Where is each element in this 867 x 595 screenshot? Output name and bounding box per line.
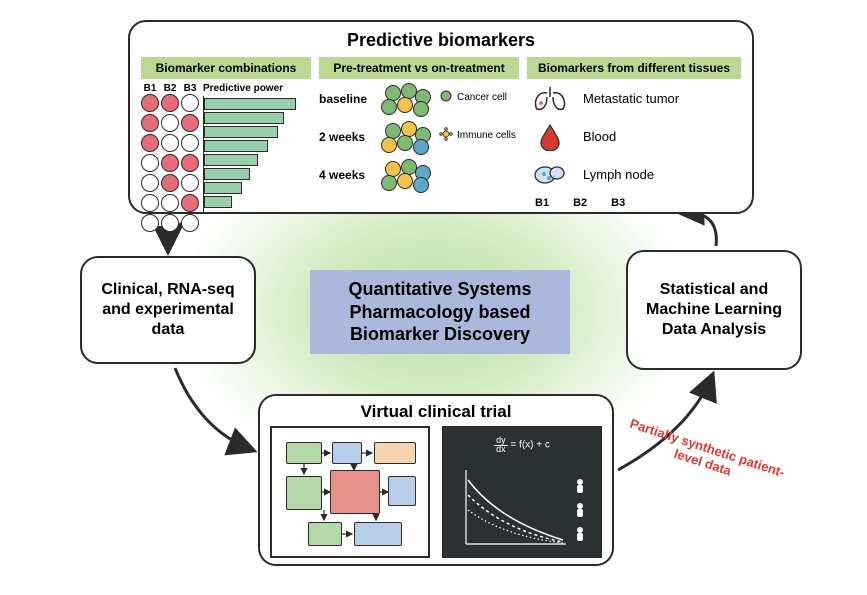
tissue-row: Metastatic tumor [527, 83, 741, 113]
timepoint-label: baseline [319, 92, 373, 106]
model-compartment [286, 476, 322, 510]
well [181, 114, 199, 132]
input-data-label: Clinical, RNA-seq and experimental data [92, 280, 244, 340]
bar [204, 112, 284, 124]
well [141, 114, 159, 132]
model-compartment [330, 470, 380, 514]
well [161, 114, 179, 132]
treatment-column: baseline Cancer cell 2 weeks Immune cells 4 … [319, 83, 519, 197]
well [181, 194, 199, 212]
model-compartment [308, 522, 342, 546]
tissue-label: Lymph node [583, 167, 654, 182]
well [141, 194, 159, 212]
tissue-row: Blood [527, 121, 741, 151]
virtual-trial-box: Virtual clinical trial dydx = f(x) + c [258, 394, 614, 566]
subheader-tissues: Biomarkers from different tissues [527, 57, 741, 79]
analysis-box: Statistical and Machine Learning Data An… [626, 250, 802, 370]
well [181, 214, 199, 232]
bar [204, 168, 250, 180]
qsp-model-panel [270, 426, 430, 558]
well [141, 154, 159, 172]
tissue-row: Lymph node [527, 159, 741, 189]
bar [204, 126, 278, 138]
well [181, 134, 199, 152]
top-subheaders: Biomarker combinations Pre-treatment vs … [140, 57, 742, 79]
subheader-treatment: Pre-treatment vs on-treatment [319, 57, 519, 79]
concentration-curves [448, 460, 598, 554]
bar [204, 196, 232, 208]
tissue-label: Blood [583, 129, 616, 144]
well [181, 154, 199, 172]
well [161, 214, 179, 232]
well [161, 134, 179, 152]
bar [204, 154, 258, 166]
timepoint-label: 4 weeks [319, 168, 373, 182]
model-compartment [374, 442, 416, 464]
well [141, 134, 159, 152]
model-compartment [332, 442, 362, 464]
well [141, 174, 159, 192]
analysis-label: Statistical and Machine Learning Data An… [638, 280, 790, 340]
timepoint-row: 4 weeks [319, 159, 519, 191]
model-compartment [286, 442, 322, 464]
predictive-biomarkers-box: Predictive biomarkers Biomarker combinat… [128, 20, 754, 214]
plate-header-b1: B1 [141, 83, 159, 94]
predictive-power-bars [203, 96, 307, 214]
bottom-title: Virtual clinical trial [270, 402, 602, 422]
bar [204, 182, 242, 194]
well [161, 194, 179, 212]
lymph-icon [527, 159, 573, 189]
well [141, 214, 159, 232]
cell-legend-item: Immune cells [439, 127, 516, 148]
center-title: Quantitative Systems Pharmacology based … [310, 270, 570, 354]
lungs-icon [527, 83, 573, 113]
well-plate [141, 94, 199, 232]
tissue-footer-b2: B2 [573, 197, 587, 209]
well [161, 154, 179, 172]
timepoint-row: 2 weeks Immune cells [319, 121, 519, 153]
well [181, 174, 199, 192]
plate-header-b2: B2 [161, 83, 179, 94]
well [161, 94, 179, 112]
simulation-chart-panel: dydx = f(x) + c [442, 426, 602, 558]
bars-title: Predictive power [203, 83, 311, 94]
tissue-footer-b3: B3 [611, 197, 625, 209]
tissues-column: Metastatic tumor Blood Lymph node B1 B2 B3 [527, 83, 741, 209]
model-compartment [388, 476, 416, 506]
timepoint-row: baseline Cancer cell [319, 83, 519, 115]
tissue-footer-b1: B1 [535, 197, 549, 209]
timepoint-label: 2 weeks [319, 130, 373, 144]
bar [204, 98, 296, 110]
well [141, 94, 159, 112]
subheader-combinations: Biomarker combinations [141, 57, 311, 79]
ode-equation: dydx = f(x) + c [448, 436, 596, 454]
top-title: Predictive biomarkers [140, 30, 742, 51]
bar [204, 140, 268, 152]
cell-legend-item: Cancer cell [439, 89, 507, 110]
well [161, 174, 179, 192]
plate-header-b3: B3 [181, 83, 199, 94]
well [181, 94, 199, 112]
combinations-column: B1 B2 B3 Predictive power [141, 83, 311, 232]
input-data-box: Clinical, RNA-seq and experimental data [80, 256, 256, 364]
blood-icon [527, 121, 573, 151]
model-compartment [354, 522, 402, 546]
tissue-label: Metastatic tumor [583, 91, 679, 106]
